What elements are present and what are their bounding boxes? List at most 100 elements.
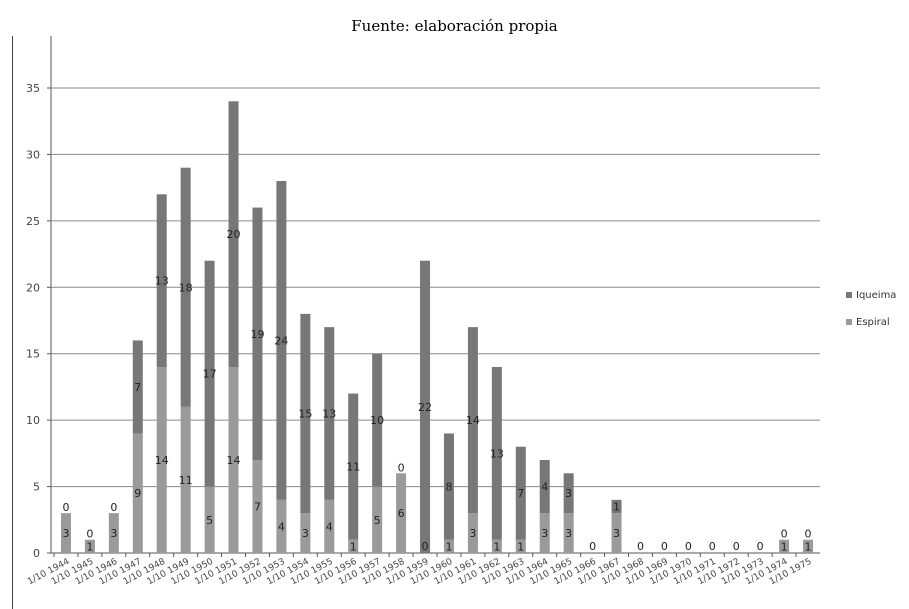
- bar-segment-espiral: [60, 513, 71, 553]
- y-tick-label: 30: [26, 148, 40, 161]
- data-label-iqueima: 13: [155, 275, 169, 288]
- legend-swatch-iqueima: [846, 292, 852, 298]
- bar-segment-iqueima: [491, 367, 502, 540]
- bar-segment-espiral: [180, 406, 191, 553]
- legend-label-espiral: Espiral: [856, 317, 890, 328]
- bar-segment-iqueima: [515, 446, 526, 540]
- y-tick-label: 35: [26, 82, 40, 95]
- data-label-espiral: 0: [422, 540, 429, 553]
- bar-segment-iqueima: [156, 194, 167, 367]
- data-label-espiral: 5: [206, 514, 213, 527]
- data-label-iqueima: 0: [781, 528, 788, 541]
- bar-segment-espiral: [204, 486, 215, 553]
- bar-segment-espiral: [156, 367, 167, 553]
- y-tick-label: 20: [26, 281, 40, 294]
- bar-segment-iqueima: [252, 207, 263, 460]
- data-label-iqueima: 0: [110, 501, 117, 514]
- bar-segment-espiral: [108, 513, 119, 553]
- data-label-espiral: 4: [326, 520, 333, 533]
- data-label-iqueima: 7: [517, 487, 524, 500]
- bar-segment-espiral: [348, 539, 359, 553]
- y-tick-label: 15: [26, 348, 40, 361]
- data-label-espiral: 1: [350, 540, 357, 553]
- y-axis-ticks: 0 5 10 15 20 25 30 35: [26, 82, 40, 560]
- data-label-iqueima: 18: [179, 281, 193, 294]
- data-label-iqueima: 0: [805, 528, 812, 541]
- bar-segment-espiral: [443, 539, 454, 553]
- data-label-iqueima: 4: [541, 481, 548, 494]
- legend-swatch-espiral: [846, 319, 852, 325]
- bar-segment-espiral: [563, 513, 574, 553]
- data-label-espiral: 1: [805, 540, 812, 553]
- bar-segment-iqueima: [204, 260, 215, 487]
- data-label-iqueima: 11: [346, 461, 360, 474]
- data-label-espiral: 6: [398, 507, 405, 520]
- data-label-espiral: 14: [155, 454, 169, 467]
- legend: Iqueima Espiral: [846, 290, 896, 328]
- bar-segment-iqueima: [180, 167, 191, 407]
- data-label-iqueima: 0: [86, 528, 93, 541]
- bar-segment-iqueima: [276, 181, 287, 500]
- data-label-espiral: 3: [565, 527, 572, 540]
- data-label-iqueima: 15: [298, 408, 312, 421]
- data-label-espiral: 1: [493, 540, 500, 553]
- y-tick-label: 0: [33, 547, 40, 560]
- bars: [60, 101, 814, 553]
- bar-segment-espiral: [324, 499, 335, 553]
- y-tick-label: 10: [26, 414, 40, 427]
- bar-segment-iqueima: [132, 340, 143, 434]
- data-label-iqueima: 1: [613, 501, 620, 514]
- data-label-iqueima: 22: [418, 401, 432, 414]
- data-label-iqueima: 10: [370, 414, 384, 427]
- data-label-espiral: 4: [278, 520, 285, 533]
- data-label-espiral: 11: [179, 474, 193, 487]
- bar-segment-iqueima: [539, 460, 550, 514]
- left-margin-rule: [12, 36, 13, 609]
- data-label-iqueima: 0: [398, 461, 405, 474]
- bar-segment-espiral: [132, 433, 143, 553]
- data-label-espiral: 3: [302, 527, 309, 540]
- y-tick-label: 5: [33, 481, 40, 494]
- bar-segment-espiral: [84, 539, 95, 553]
- data-label-espiral: 0: [709, 540, 716, 553]
- y-tick-label: 25: [26, 215, 40, 228]
- bar-segment-espiral: [803, 539, 814, 553]
- bar-segment-espiral: [539, 513, 550, 553]
- gridlines: [47, 36, 820, 557]
- data-label-espiral: 3: [613, 527, 620, 540]
- bar-segment-espiral: [491, 539, 502, 553]
- data-label-iqueima: 13: [490, 447, 504, 460]
- bar-segment-espiral: [372, 486, 383, 553]
- legend-label-iqueima: Iqueima: [856, 290, 896, 301]
- bar-segment-iqueima: [420, 260, 431, 553]
- data-label-iqueima: 17: [203, 368, 217, 381]
- data-label-iqueima: 13: [322, 408, 336, 421]
- bar-segment-espiral: [611, 513, 622, 553]
- bar-segment-iqueima: [372, 353, 383, 487]
- data-label-espiral: 0: [661, 540, 668, 553]
- data-label-iqueima: 19: [250, 328, 264, 341]
- data-label-espiral: 3: [62, 527, 69, 540]
- data-label-espiral: 3: [469, 527, 476, 540]
- data-label-iqueima: 0: [62, 501, 69, 514]
- data-label-iqueima: 3: [565, 487, 572, 500]
- data-label-iqueima: 7: [134, 381, 141, 394]
- data-label-espiral: 0: [589, 540, 596, 553]
- bar-segment-iqueima: [611, 499, 622, 514]
- data-label-espiral: 1: [445, 540, 452, 553]
- data-label-espiral: 1: [517, 540, 524, 553]
- data-label-espiral: 0: [685, 540, 692, 553]
- bar-segment-espiral: [228, 367, 239, 553]
- bar-segment-espiral: [276, 499, 287, 553]
- bar-segment-espiral: [467, 513, 478, 553]
- bar-segment-iqueima: [300, 313, 311, 514]
- chart-caption: Fuente: elaboración propia: [351, 17, 558, 35]
- data-label-espiral: 1: [781, 540, 788, 553]
- data-label-iqueima: 14: [466, 414, 480, 427]
- bar-segment-espiral: [300, 513, 311, 553]
- bar-segment-iqueima: [467, 327, 478, 514]
- data-label-espiral: 0: [757, 540, 764, 553]
